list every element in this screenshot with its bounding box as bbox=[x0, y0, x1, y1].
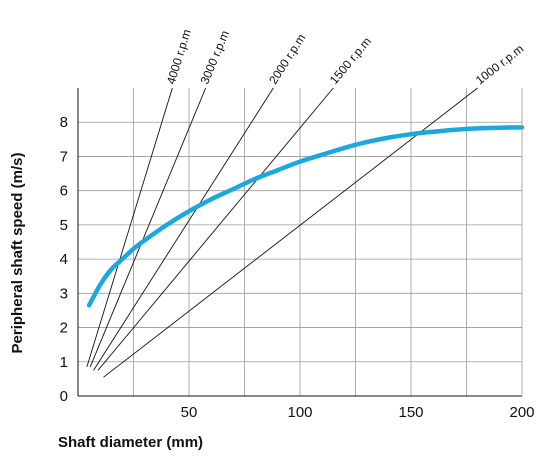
peripheral-speed-curve bbox=[86, 125, 525, 308]
y-tick-label: 2 bbox=[60, 320, 68, 337]
plot-frame bbox=[77, 88, 523, 397]
y-tick-label: 6 bbox=[60, 183, 68, 200]
speed-curve-layer bbox=[86, 125, 525, 308]
rpm-label-4000: 4000 r.p.m bbox=[164, 28, 194, 86]
rpm-label-1500: 1500 r.p.m bbox=[327, 34, 374, 87]
x-tick-label: 50 bbox=[181, 404, 198, 421]
y-tick-label: 3 bbox=[60, 285, 68, 302]
rpm-label-3000: 3000 r.p.m bbox=[197, 28, 232, 86]
y-tick-label: 0 bbox=[60, 388, 68, 405]
x-tick-label: 150 bbox=[398, 404, 423, 421]
y-tick-label: 4 bbox=[60, 251, 68, 268]
tick-labels: 0 1 2 3 4 5 6 7 8 50 100 150 200 bbox=[60, 114, 535, 421]
y-tick-label: 8 bbox=[60, 114, 68, 131]
y-tick-label: 1 bbox=[60, 354, 68, 371]
rpm-line-2000 bbox=[93, 87, 274, 371]
rpm-label-1000: 1000 r.p.m bbox=[473, 42, 526, 88]
x-tick-label: 100 bbox=[287, 404, 312, 421]
x-axis-title: Shaft diameter (mm) bbox=[58, 434, 203, 451]
rpm-line-1000 bbox=[103, 87, 478, 378]
rpm-line-3000 bbox=[89, 87, 207, 368]
y-axis-title: Peripheral shaft speed (m/s) bbox=[9, 153, 26, 354]
rpm-line-4000 bbox=[86, 87, 173, 368]
y-tick-label: 5 bbox=[60, 217, 68, 234]
rpm-lines bbox=[86, 87, 478, 378]
x-tick-label: 200 bbox=[509, 404, 534, 421]
y-tick-label: 7 bbox=[60, 148, 68, 165]
rpm-label-2000: 2000 r.p.m bbox=[266, 31, 308, 86]
rpm-line-1500 bbox=[97, 87, 334, 371]
rpm-labels: 4000 r.p.m 3000 r.p.m 2000 r.p.m 1500 r.p.m… bbox=[164, 28, 526, 88]
